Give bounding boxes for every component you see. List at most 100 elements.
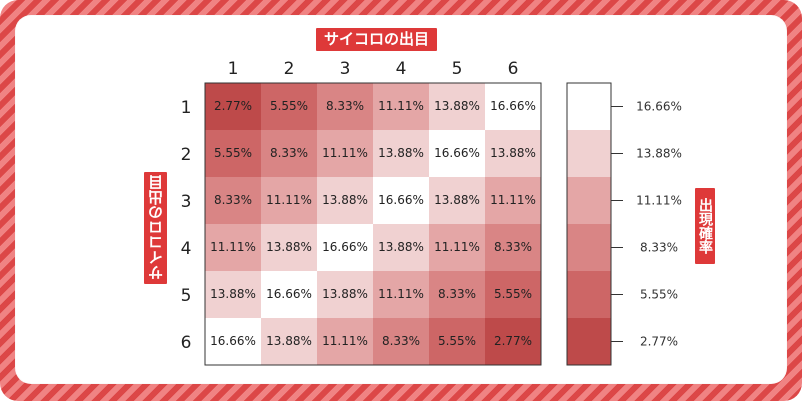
- heatmap-cell-label: 5.55%: [494, 287, 532, 301]
- heatmap-cell-label: 13.88%: [322, 193, 368, 207]
- heatmap-cell-label: 8.33%: [326, 99, 364, 113]
- heatmap-cell-1-6: [485, 83, 541, 130]
- legend-swatch-5: [567, 271, 611, 318]
- heatmap-cell-5-4: [373, 271, 429, 318]
- heatmap-cell-label: 11.11%: [210, 240, 256, 254]
- heatmap-cell-label: 13.88%: [378, 146, 424, 160]
- heatmap-cell-6-6: [485, 318, 541, 365]
- y-axis-tick-2: 2: [181, 145, 192, 165]
- heatmap-cell-5-3: [317, 271, 373, 318]
- heatmap-cell-label: 5.55%: [438, 334, 476, 348]
- heatmap-cell-3-2: [261, 177, 317, 224]
- x-axis-tick-6: 6: [508, 59, 519, 79]
- x-axis-tick-3: 3: [340, 59, 351, 79]
- heatmap-cell-label: 5.55%: [270, 99, 308, 113]
- heatmap-cell-label: 8.33%: [214, 193, 252, 207]
- heatmap-cell-3-4: [373, 177, 429, 224]
- x-axis-tick-1: 1: [228, 59, 239, 79]
- heatmap-cell-3-1: [205, 177, 261, 224]
- heatmap-cell-5-1: [205, 271, 261, 318]
- heatmap-cell-label: 5.55%: [214, 146, 252, 160]
- legend-label-6: 2.77%: [640, 335, 678, 349]
- heatmap-cell-1-1: [205, 83, 261, 130]
- heatmap-cell-label: 11.11%: [322, 146, 368, 160]
- heatmap-cell-label: 11.11%: [266, 193, 312, 207]
- heatmap-cell-3-6: [485, 177, 541, 224]
- heatmap-cell-6-2: [261, 318, 317, 365]
- heatmap-cell-2-2: [261, 130, 317, 177]
- heatmap-cell-5-6: [485, 271, 541, 318]
- y-axis-tick-1: 1: [181, 98, 192, 118]
- heatmap-cell-label: 13.88%: [490, 146, 536, 160]
- heatmap-cell-label: 13.88%: [266, 334, 312, 348]
- legend-swatch-6: [567, 318, 611, 365]
- heatmap-cell-6-5: [429, 318, 485, 365]
- heatmap-cell-5-2: [261, 271, 317, 318]
- legend-swatch-3: [567, 177, 611, 224]
- heatmap-cell-6-1: [205, 318, 261, 365]
- heatmap-cell-label: 13.88%: [266, 240, 312, 254]
- heatmap-cell-4-2: [261, 224, 317, 271]
- heatmap-cell-label: 2.77%: [494, 334, 532, 348]
- heatmap-cell-6-4: [373, 318, 429, 365]
- heatmap-cell-label: 11.11%: [378, 99, 424, 113]
- heatmap-cell-label: 2.77%: [214, 99, 252, 113]
- heatmap-cell-label: 13.88%: [434, 99, 480, 113]
- heatmap-cell-label: 11.11%: [434, 240, 480, 254]
- heatmap-cell-2-4: [373, 130, 429, 177]
- heatmap-cell-1-2: [261, 83, 317, 130]
- heatmap-cell-label: 16.66%: [322, 240, 368, 254]
- heatmap-border: [204, 82, 542, 366]
- legend-swatch-4: [567, 224, 611, 271]
- heatmap-cell-label: 8.33%: [494, 240, 532, 254]
- heatmap-cell-1-3: [317, 83, 373, 130]
- heatmap-cell-label: 11.11%: [322, 334, 368, 348]
- y-axis-tick-6: 6: [181, 333, 192, 353]
- heatmap-cell-5-5: [429, 271, 485, 318]
- legend-label-3: 11.11%: [636, 194, 682, 208]
- x-axis-tick-2: 2: [284, 59, 295, 79]
- legend-border: [566, 82, 612, 366]
- heatmap-cell-label: 16.66%: [434, 146, 480, 160]
- heatmap-cell-4-5: [429, 224, 485, 271]
- heatmap-cell-1-5: [429, 83, 485, 130]
- heatmap-cell-label: 13.88%: [322, 287, 368, 301]
- heatmap-cell-label: 8.33%: [270, 146, 308, 160]
- legend-label-2: 13.88%: [636, 147, 682, 161]
- heatmap-cell-4-1: [205, 224, 261, 271]
- heatmap-cell-2-5: [429, 130, 485, 177]
- heatmap-cell-label: 16.66%: [378, 193, 424, 207]
- heatmap-cell-4-3: [317, 224, 373, 271]
- heatmap-cell-3-3: [317, 177, 373, 224]
- y-axis-tick-5: 5: [181, 286, 192, 306]
- heatmap-cell-label: 16.66%: [266, 287, 312, 301]
- heatmap-cell-2-6: [485, 130, 541, 177]
- heatmap-cell-label: 16.66%: [210, 334, 256, 348]
- heatmap-cell-4-4: [373, 224, 429, 271]
- heatmap-cell-label: 13.88%: [378, 240, 424, 254]
- heatmap-cell-4-6: [485, 224, 541, 271]
- heatmap-cell-6-3: [317, 318, 373, 365]
- heatmap-cell-2-3: [317, 130, 373, 177]
- legend-swatch-1: [567, 83, 611, 130]
- legend-title: 出現確率: [695, 188, 715, 264]
- legend-label-5: 5.55%: [640, 288, 678, 302]
- y-axis-tick-3: 3: [181, 192, 192, 212]
- heatmap-cell-2-1: [205, 130, 261, 177]
- legend-swatch-2: [567, 130, 611, 177]
- heatmap-cell-3-5: [429, 177, 485, 224]
- heatmap-cell-label: 8.33%: [438, 287, 476, 301]
- legend-label-4: 8.33%: [640, 241, 678, 255]
- heatmap-cell-1-4: [373, 83, 429, 130]
- x-axis-tick-5: 5: [452, 59, 463, 79]
- x-axis-tick-4: 4: [396, 59, 407, 79]
- heatmap-cell-label: 16.66%: [490, 99, 536, 113]
- y-axis-tick-4: 4: [181, 239, 192, 259]
- heatmap-cell-label: 11.11%: [490, 193, 536, 207]
- legend-label-1: 16.66%: [636, 100, 682, 114]
- heatmap-cell-label: 13.88%: [434, 193, 480, 207]
- heatmap-cell-label: 13.88%: [210, 287, 256, 301]
- heatmap-cell-label: 8.33%: [382, 334, 420, 348]
